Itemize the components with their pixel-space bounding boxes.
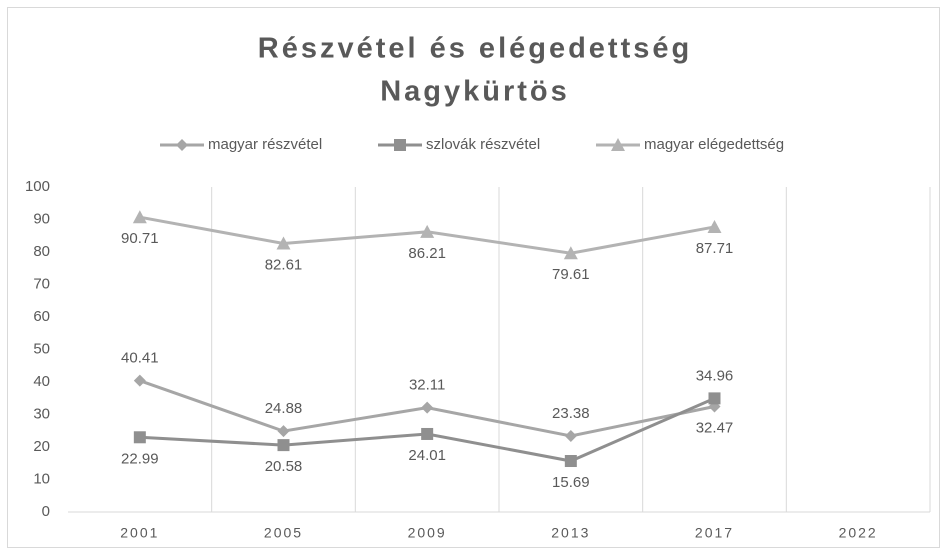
legend-label: szlovák részvétel [426,136,540,153]
y-tick-label: 100 [25,178,50,195]
data-point [277,439,290,452]
data-point [564,455,577,468]
data-point [277,425,290,438]
x-tick-label: 2001 [120,525,159,541]
data-point [276,236,291,250]
data-label: 22.99 [121,450,159,467]
legend-marker [611,138,625,151]
data-label: 15.69 [552,474,590,491]
data-point [421,427,434,440]
chart-title: Részvétel és elégedettség [258,33,692,65]
data-label: 23.38 [552,405,590,422]
data-point [420,224,435,238]
y-tick-label: 50 [33,340,50,357]
data-label: 87.71 [696,240,734,257]
data-label: 24.88 [265,400,303,417]
data-label: 32.47 [696,419,734,436]
y-tick-label: 0 [42,503,50,520]
data-point [564,430,577,443]
data-point [133,374,146,387]
x-tick-label: 2017 [695,525,734,541]
y-tick-label: 20 [33,438,50,455]
data-point [708,392,721,405]
data-label: 24.01 [408,447,446,464]
data-point [133,431,146,444]
y-tick-label: 90 [33,210,50,227]
chart-title: Nagykürtös [380,76,570,108]
data-label: 32.11 [409,377,445,394]
data-label: 90.71 [121,230,159,247]
data-point [707,219,722,233]
data-point [563,246,578,260]
x-tick-label: 2009 [408,525,447,541]
data-label: 20.58 [265,458,303,475]
legend-marker [176,139,188,151]
y-tick-label: 10 [33,470,50,487]
y-tick-label: 60 [33,308,50,325]
data-label: 40.41 [121,350,159,367]
y-tick-label: 30 [33,405,50,422]
data-label: 34.96 [696,367,734,384]
data-point [132,210,147,224]
y-tick-label: 80 [33,243,50,260]
data-point [421,401,434,414]
data-label: 82.61 [265,256,303,273]
legend-label: magyar részvétel [208,136,322,153]
data-label: 79.61 [552,266,590,283]
y-tick-label: 40 [33,373,50,390]
x-tick-label: 2013 [551,525,590,541]
x-tick-label: 2022 [839,525,878,541]
data-label: 86.21 [408,245,446,262]
y-tick-label: 70 [33,275,50,292]
legend-label: magyar elégedettség [644,136,784,153]
chart-border [7,7,940,548]
x-tick-label: 2005 [264,525,303,541]
legend-marker [394,139,406,151]
